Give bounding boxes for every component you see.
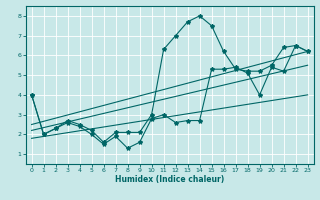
X-axis label: Humidex (Indice chaleur): Humidex (Indice chaleur) — [115, 175, 224, 184]
